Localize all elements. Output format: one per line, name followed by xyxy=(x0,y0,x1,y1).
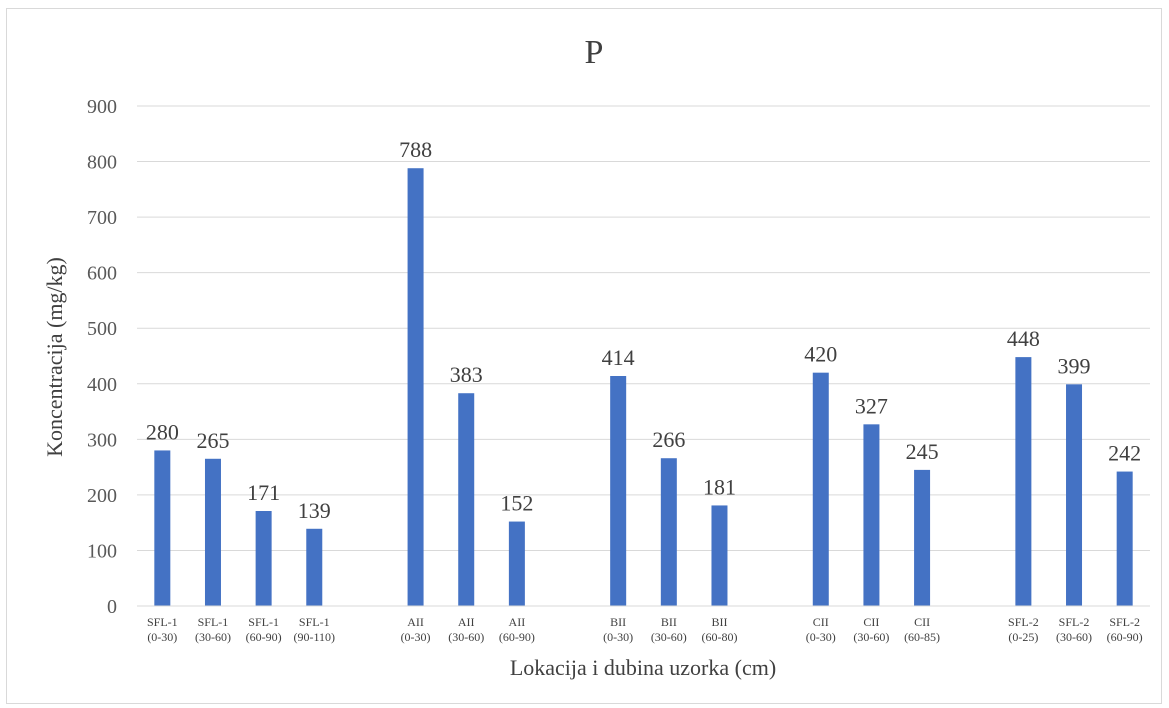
gridlines xyxy=(137,105,1150,551)
x-category-depth: (0-30) xyxy=(147,630,177,644)
y-axis-ticks: 0 100 200 300 400 500 600 700 800 900 xyxy=(87,96,117,618)
x-category-depth: (0-30) xyxy=(806,630,836,644)
x-category-depth: (60-90) xyxy=(1107,630,1143,644)
x-category-depth: (60-90) xyxy=(246,630,282,644)
y-tick-label: 500 xyxy=(87,318,117,340)
x-category-label: SFL-1 xyxy=(299,615,330,629)
x-category-depth: (30-60) xyxy=(853,630,889,644)
bar xyxy=(1015,357,1032,606)
x-category-label: BII xyxy=(711,615,727,629)
x-category-label: SFL-2 xyxy=(1059,615,1090,629)
bar xyxy=(306,528,323,606)
bar xyxy=(914,469,931,606)
bar xyxy=(407,168,424,606)
data-label: 420 xyxy=(804,342,837,367)
x-category-label: SFL-2 xyxy=(1109,615,1140,629)
data-label: 414 xyxy=(602,345,635,370)
x-category-depth: (0-30) xyxy=(603,630,633,644)
bar xyxy=(660,458,677,606)
x-category-label: AII xyxy=(407,615,424,629)
x-category-label: SFL-1 xyxy=(248,615,279,629)
x-category-depth: (30-60) xyxy=(448,630,484,644)
y-tick-label: 0 xyxy=(107,596,117,618)
chart-frame xyxy=(6,8,1162,704)
data-label: 152 xyxy=(500,491,533,516)
bar xyxy=(863,424,880,606)
x-category-depth: (0-25) xyxy=(1008,630,1038,644)
data-label: 181 xyxy=(703,474,736,499)
x-category-label: CII xyxy=(863,615,879,629)
data-label: 327 xyxy=(855,393,888,418)
bar xyxy=(711,505,728,606)
x-category-depth: (30-60) xyxy=(1056,630,1092,644)
y-tick-label: 700 xyxy=(87,207,117,229)
y-tick-label: 800 xyxy=(87,152,117,174)
y-tick-label: 300 xyxy=(87,429,117,451)
x-category-label: BII xyxy=(610,615,626,629)
y-tick-label: 900 xyxy=(87,96,117,118)
x-category-label: CII xyxy=(914,615,930,629)
data-label: 448 xyxy=(1007,326,1040,351)
y-axis-title: Koncentracija (mg/kg) xyxy=(42,257,67,457)
bar xyxy=(812,372,829,606)
x-axis-title: Lokacija i dubina uzorka (cm) xyxy=(510,655,776,680)
bars xyxy=(154,168,1133,606)
x-category-label: SFL-2 xyxy=(1008,615,1039,629)
chart-title: P xyxy=(585,34,604,71)
data-label: 265 xyxy=(196,428,229,453)
x-category-depth: (90-110) xyxy=(294,630,336,644)
data-label: 280 xyxy=(146,419,179,444)
data-label: 245 xyxy=(906,439,939,464)
bar xyxy=(255,511,272,606)
bar xyxy=(458,393,475,606)
data-label: 383 xyxy=(450,362,483,387)
data-label: 399 xyxy=(1058,353,1091,378)
x-category-depth: (60-80) xyxy=(701,630,737,644)
data-label: 171 xyxy=(247,480,280,505)
data-label: 266 xyxy=(652,427,685,452)
bar xyxy=(508,521,525,606)
x-category-depth: (30-60) xyxy=(195,630,231,644)
bar xyxy=(154,450,171,606)
x-category-depth: (0-30) xyxy=(401,630,431,644)
bar xyxy=(1116,471,1133,606)
data-label: 242 xyxy=(1108,441,1141,466)
x-category-depth: (60-90) xyxy=(499,630,535,644)
x-category-depth: (30-60) xyxy=(651,630,687,644)
data-label: 139 xyxy=(298,498,331,523)
x-category-depth: (60-85) xyxy=(904,630,940,644)
data-label: 788 xyxy=(399,137,432,162)
x-axis-categories: SFL-1(0-30)SFL-1(30-60)SFL-1(60-90)SFL-1… xyxy=(147,615,1143,644)
y-tick-label: 100 xyxy=(87,540,117,562)
bar xyxy=(1066,384,1083,606)
x-category-label: AII xyxy=(509,615,526,629)
y-tick-label: 400 xyxy=(87,374,117,396)
x-category-label: SFL-1 xyxy=(198,615,229,629)
y-tick-label: 600 xyxy=(87,263,117,285)
bar xyxy=(204,458,221,606)
x-category-label: SFL-1 xyxy=(147,615,178,629)
data-labels: 280 265 171 139 788 383 152 414 266 181 420 327 245 4… xyxy=(146,137,1141,523)
x-category-label: AII xyxy=(458,615,475,629)
y-tick-label: 200 xyxy=(87,485,117,507)
x-category-label: CII xyxy=(813,615,829,629)
bar xyxy=(610,376,627,606)
x-category-label: BII xyxy=(661,615,677,629)
